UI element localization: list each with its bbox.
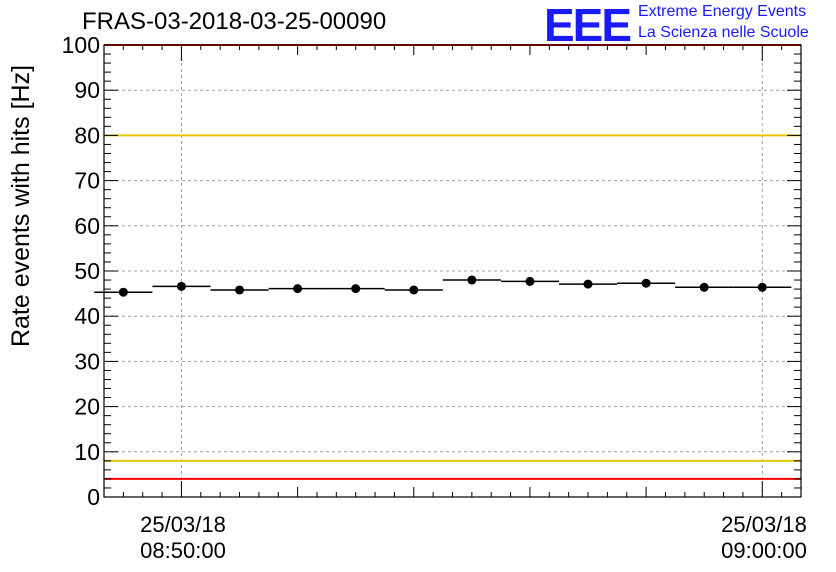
data-point [467, 275, 477, 285]
x-tick-date-2: 25/03/18 [721, 512, 807, 537]
data-point [525, 276, 535, 286]
x-tick-label-1: 25/03/18 08:50:00 [118, 512, 248, 564]
data-point [699, 282, 709, 292]
data-point [235, 285, 245, 295]
y-tick-label: 30 [74, 348, 100, 374]
y-tick-labels: 0 10 20 30 40 50 60 70 80 90 100 [62, 32, 100, 510]
axis-ticks [103, 44, 802, 498]
reference-lines [104, 44, 801, 480]
y-tick-label: 40 [74, 303, 100, 329]
data-point [118, 287, 128, 297]
data-point [757, 282, 767, 292]
chart-title: FRAS-03-2018-03-25-00090 [82, 8, 387, 35]
logo-line-2: La Scienza nelle Scuole [638, 24, 809, 41]
logo-line-1: Extreme Energy Events [638, 3, 807, 20]
y-axis-label: Rate events with hits [Hz] [7, 65, 35, 347]
data-point [583, 279, 593, 289]
y-tick-label: 10 [74, 439, 100, 465]
data-point [641, 278, 651, 288]
grid-lines [104, 45, 801, 497]
data-point [176, 281, 186, 291]
eee-logo: EEE [544, 0, 632, 51]
x-tick-time-2: 09:00:00 [721, 538, 807, 563]
data-point [351, 284, 361, 294]
y-tick-label: 70 [74, 168, 100, 194]
data-points [94, 275, 792, 297]
y-tick-label: 60 [74, 213, 100, 239]
x-tick-label-2: 25/03/18 09:00:00 [699, 512, 829, 564]
y-tick-label: 90 [74, 77, 100, 103]
y-tick-label: 100 [62, 32, 100, 58]
data-point [409, 285, 419, 295]
y-tick-label: 50 [74, 258, 100, 284]
data-point [293, 284, 303, 294]
y-tick-label: 20 [74, 394, 100, 420]
y-tick-label: 80 [74, 122, 100, 148]
y-tick-label: 0 [87, 484, 100, 510]
x-tick-date-1: 25/03/18 [140, 512, 226, 537]
x-tick-time-1: 08:50:00 [140, 538, 226, 563]
